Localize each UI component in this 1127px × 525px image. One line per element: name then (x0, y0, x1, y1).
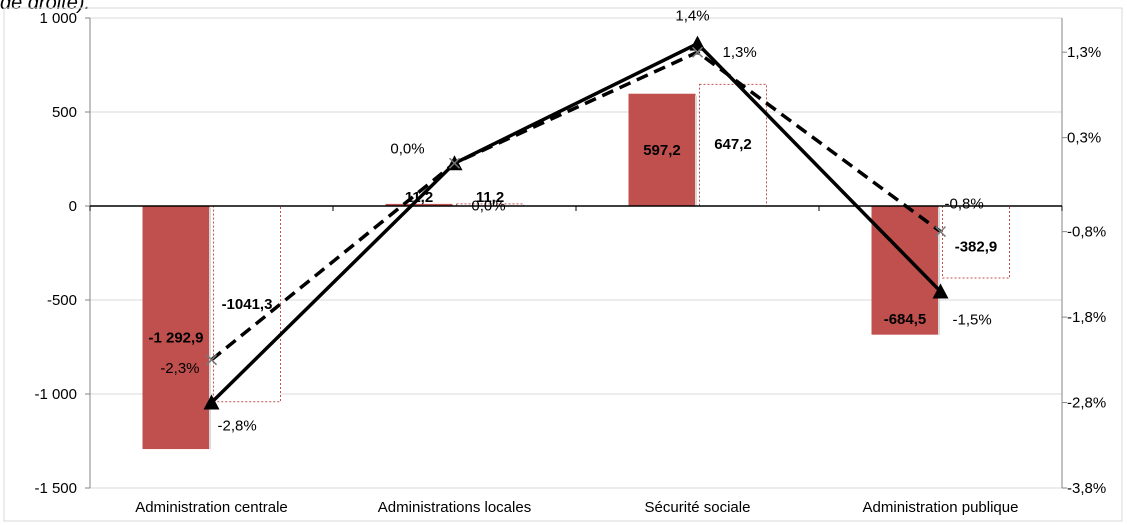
x-tick-label: Administrations locales (378, 499, 531, 516)
bar-solid (871, 206, 939, 335)
y-tick-label: 1 000 (39, 10, 77, 27)
y2-tick-label: 0,3% (1067, 130, 1101, 147)
line-label-dashed: 1,3% (723, 44, 757, 61)
line-label-dashed: 0,0% (390, 140, 424, 157)
triangle-marker (203, 394, 220, 410)
line-label-solid: -1,5% (953, 311, 992, 328)
line-label-solid: 1,4% (675, 8, 709, 25)
y2-tick-label: 1,3% (1067, 44, 1101, 61)
y-tick-label: -1 500 (34, 480, 77, 497)
x-tick-label: Administration publique (863, 499, 1019, 516)
line-label-solid: 0,0% (471, 197, 505, 214)
lines (203, 35, 949, 410)
line-series-solid (210, 41, 942, 404)
bar-label-outline: 647,2 (714, 136, 752, 153)
bar-solid (628, 93, 696, 206)
bar-label-outline: -382,9 (955, 238, 998, 255)
caption-fragment: de droite). (0, 0, 91, 14)
triangle-marker (689, 35, 706, 51)
line-label-dashed: -0,8% (945, 196, 984, 213)
bar-outline (942, 205, 1010, 279)
bar-solid (385, 203, 453, 206)
y2-tick-label: -3,8% (1067, 480, 1106, 497)
y-tick-label: -1 000 (34, 386, 77, 403)
line-series-dashed (210, 50, 942, 362)
y2-tick-label: -2,8% (1067, 395, 1106, 412)
bar-label-solid: -684,5 (884, 311, 927, 328)
x-marker (691, 46, 704, 58)
plot-area-border (3, 7, 1123, 522)
y2-tick-label: -0,8% (1067, 224, 1106, 241)
x-marker (448, 157, 461, 169)
x-marker (934, 226, 947, 238)
y-tick-label: 500 (52, 104, 77, 121)
bar-outline (456, 203, 524, 207)
bar-label-outline: -1041,3 (222, 296, 273, 313)
bar-label-solid: 597,2 (643, 142, 681, 159)
bar-label-outline: 11,2 (476, 189, 504, 206)
y-tick-label: 0 (69, 198, 77, 215)
y-tick-label: -500 (47, 292, 77, 309)
bar-label-solid: -1 292,9 (148, 330, 203, 347)
x-marker (205, 354, 218, 366)
line-label-dashed: -2,3% (160, 360, 199, 377)
data-labels: -1 292,9 11,2 597,2 -684,5 -1041,3 11,2 647,2 -… (148, 8, 997, 435)
triangle-marker (932, 283, 949, 299)
bar-label-solid: 11,2 (405, 189, 433, 206)
x-tick-label: Administration centrale (135, 499, 288, 516)
bar-solid (142, 206, 210, 450)
line-label-solid: -2,8% (218, 418, 257, 435)
x-tick-label: Sécurité sociale (645, 499, 751, 516)
y2-tick-label: -1,8% (1067, 309, 1106, 326)
